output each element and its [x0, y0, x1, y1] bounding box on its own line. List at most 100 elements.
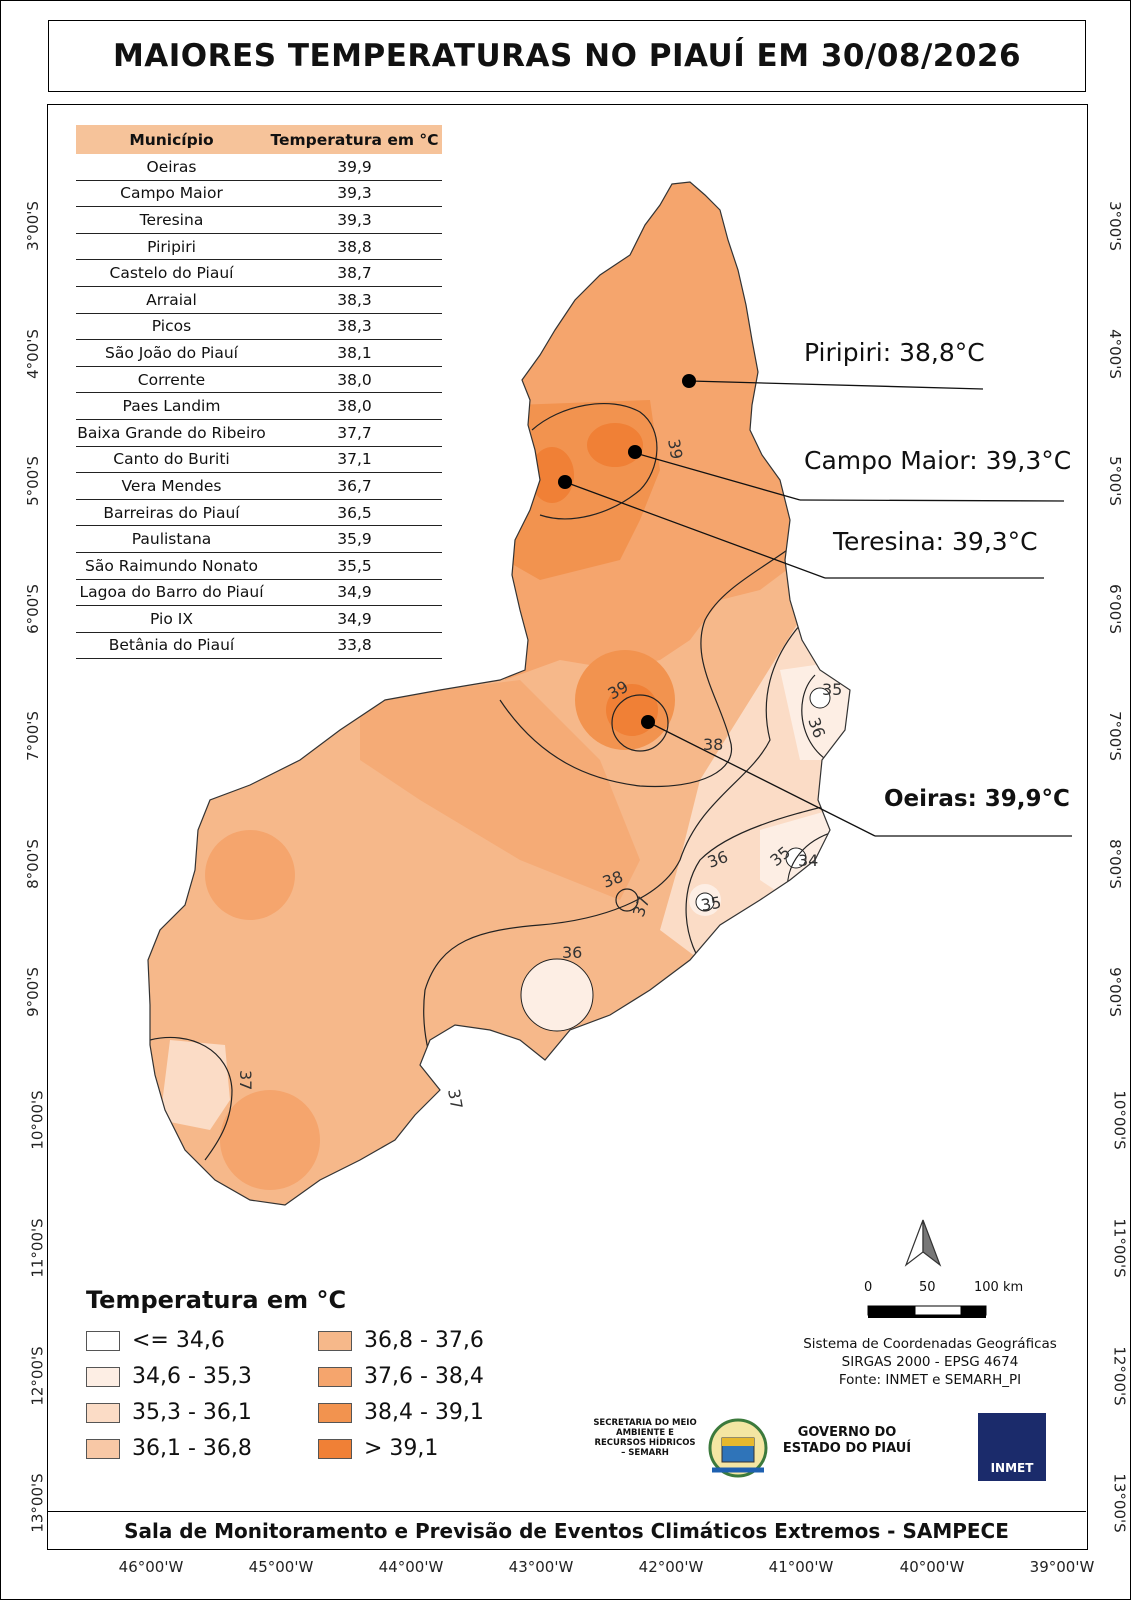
isoline-label: 39 [664, 437, 686, 460]
table-row: Baixa Grande do Ribeiro 37,7 [76, 419, 442, 447]
table-row: Canto do Buriti 37,1 [76, 446, 442, 474]
temperatura-cell: 38,0 [267, 392, 442, 420]
isoline-label: 34 [798, 851, 818, 870]
isoline-label: 37 [444, 1087, 466, 1110]
municipio-cell: Campo Maior [76, 180, 267, 208]
map-frame [47, 104, 1088, 1550]
isoline-label: 35 [822, 680, 842, 699]
callout-piripiri: Piripiri: 38,8°C [804, 338, 985, 367]
lat-tick: 7°00'S [1105, 711, 1124, 761]
table-row: Teresina 39,3 [76, 206, 442, 234]
lon-tick: 46°00'W [118, 1558, 184, 1576]
temperatura-cell: 36,5 [267, 499, 442, 527]
callout-oeiras: Oeiras: 39,9°C [884, 786, 1070, 812]
lon-tick: 45°00'W [248, 1558, 314, 1576]
legend-swatch [86, 1366, 120, 1387]
temperatura-cell: 37,1 [267, 446, 442, 474]
callout-teresina: Teresina: 39,3°C [833, 527, 1038, 556]
municipio-cell: Vera Mendes [76, 472, 267, 500]
table-row: Castelo do Piauí 38,7 [76, 259, 442, 287]
lat-tick: 3°00'S [23, 201, 42, 251]
inmet-label: INMET [990, 1461, 1034, 1475]
governo-line: ESTADO DO PIAUÍ [782, 1441, 912, 1456]
lat-tick: 7°00'S [23, 711, 42, 761]
semarh-logo: SECRETARIA DO MEIO AMBIENTE E RECURSOS H… [593, 1418, 697, 1458]
temperatura-cell: 34,9 [267, 605, 442, 633]
municipio-cell: Paulistana [76, 525, 267, 553]
city-point-teresina [558, 475, 572, 489]
temperatura-cell: 35,9 [267, 525, 442, 553]
temperatura-cell: 38,1 [267, 339, 442, 367]
municipio-cell: Arraial [76, 286, 267, 314]
temperatura-cell: 39,3 [267, 180, 442, 208]
municipio-cell: São João do Piauí [76, 339, 267, 367]
municipio-cell: Lagoa do Barro do Piauí [76, 579, 267, 607]
legend-item: 35,3 - 36,1 [86, 1400, 252, 1425]
table-row: Barreiras do Piauí 36,5 [76, 499, 442, 527]
legend-swatch [318, 1402, 352, 1423]
footer-divider [47, 1511, 1086, 1512]
legend-swatch [86, 1402, 120, 1423]
state-seal-icon [708, 1418, 768, 1478]
legend-label: 38,4 - 39,1 [364, 1400, 484, 1425]
lat-tick: 3°00'S [1105, 201, 1124, 251]
inmet-logo: INMET [978, 1413, 1046, 1481]
lat-tick: 10°00'S [28, 1090, 47, 1150]
lat-tick: 11°00'S [1110, 1218, 1129, 1278]
municipio-cell: Oeiras [76, 154, 267, 181]
governo-line: GOVERNO DO [797, 1425, 897, 1440]
lat-tick: 4°00'S [1105, 329, 1124, 379]
table-row: Arraial 38,3 [76, 286, 442, 314]
municipio-cell: Baixa Grande do Ribeiro [76, 419, 267, 447]
legend-item: 38,4 - 39,1 [318, 1400, 484, 1425]
lon-tick: 40°00'W [899, 1558, 965, 1576]
municipio-cell: Corrente [76, 366, 267, 394]
footer: Sala de Monitoramento e Previsão de Even… [124, 1519, 1009, 1543]
crs-line: SIRGAS 2000 - EPSG 4674 [841, 1354, 1019, 1370]
temperatura-cell: 33,8 [267, 632, 442, 660]
table-row: Picos 38,3 [76, 313, 442, 341]
table-row: Oeiras 39,9 [76, 154, 442, 181]
governo-logo: GOVERNO DO ESTADO DO PIAUÍ [782, 1425, 912, 1457]
municipio-cell: Paes Landim [76, 392, 267, 420]
legend-item: 37,6 - 38,4 [318, 1364, 484, 1389]
municipio-cell: Canto do Buriti [76, 446, 267, 474]
legend-label: 37,6 - 38,4 [364, 1364, 484, 1389]
municipio-cell: Pio IX [76, 605, 267, 633]
legend-label: <= 34,6 [132, 1328, 225, 1353]
isoline-label: 36 [562, 943, 582, 962]
lon-tick: 43°00'W [508, 1558, 574, 1576]
north-arrow-icon [904, 1219, 942, 1267]
table-row: Lagoa do Barro do Piauí 34,9 [76, 579, 442, 607]
column-header-temperatura: Temperatura em °C [267, 125, 442, 154]
crs-line: Sistema de Coordenadas Geográficas [803, 1336, 1057, 1352]
crs-line: Fonte: INMET e SEMARH_PI [838, 1372, 1022, 1388]
legend-swatch [86, 1330, 120, 1351]
temperatura-cell: 38,7 [267, 259, 442, 287]
legend-item: 36,1 - 36,8 [86, 1436, 252, 1461]
city-point-piripiri [682, 374, 696, 388]
legend-swatch [318, 1438, 352, 1459]
municipio-cell: Castelo do Piauí [76, 259, 267, 287]
leader-line-campo-maior [634, 452, 801, 501]
lon-tick: 39°00'W [1029, 1558, 1095, 1576]
table-row: São João do Piauí 38,1 [76, 339, 442, 367]
lon-tick: 42°00'W [638, 1558, 704, 1576]
table-row: São Raimundo Nonato 35,5 [76, 552, 442, 580]
temperatura-cell: 39,9 [267, 154, 442, 181]
lat-tick: 13°00'S [1110, 1473, 1129, 1533]
municipio-cell: São Raimundo Nonato [76, 552, 267, 580]
city-point-campo-maior [628, 445, 642, 459]
legend-label: 35,3 - 36,1 [132, 1400, 252, 1425]
isoline-label: 37 [236, 1070, 255, 1090]
temperatura-cell: 37,7 [267, 419, 442, 447]
lat-tick: 12°00'S [28, 1346, 47, 1406]
scale-label: 50 [919, 1280, 936, 1295]
lat-tick: 12°00'S [1110, 1346, 1129, 1406]
callout-campo-maior: Campo Maior: 39,3°C [804, 446, 1072, 475]
lat-tick: 8°00'S [23, 839, 42, 889]
table-row: Paes Landim 38,0 [76, 392, 442, 420]
table-row: Campo Maior 39,3 [76, 180, 442, 208]
municipio-cell: Betânia do Piauí [76, 632, 267, 660]
